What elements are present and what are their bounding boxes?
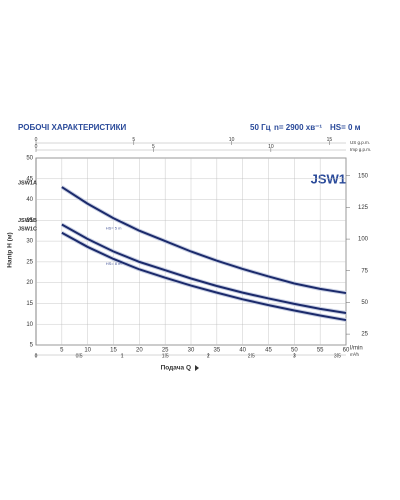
y2-tick-label: 25 (361, 332, 368, 338)
x-unit: l/min (350, 346, 363, 352)
y2-tick-label: 75 (361, 268, 368, 274)
subtitle: HS= 0 м (330, 123, 361, 132)
curve-halo (60, 185, 347, 296)
y-tick-label: 10 (26, 322, 33, 328)
tick-label: 1.5 (162, 353, 169, 359)
x-tick-label: 20 (136, 348, 143, 354)
tick-label: 2.5 (248, 353, 255, 359)
y-tick-label: 30 (26, 239, 33, 245)
curve (61, 186, 347, 295)
tick-label: 3.5 (334, 353, 341, 359)
y-tick-label: 50 (26, 156, 33, 162)
axis-unit: Imp g.p.m. (350, 147, 371, 152)
x-tick-label: 40 (239, 348, 246, 354)
y-tick-label: 35 (26, 218, 33, 224)
series-label: JSW1B (18, 218, 37, 224)
tick-label: 5 (132, 137, 135, 143)
x-tick-label: 30 (188, 348, 195, 354)
x-tick-label: 10 (84, 348, 91, 354)
y-axis-label: Напір H (м) (6, 232, 14, 267)
subtitle: n= 2900 хв⁻¹ (274, 123, 322, 132)
series-label: JSW1A (18, 181, 37, 187)
y-tick-label: 40 (26, 197, 33, 203)
curve (61, 231, 347, 322)
y-tick-label: 45 (26, 176, 33, 182)
chart-title: РОБОЧІ ХАРАКТЕРИСТИКИ (18, 123, 127, 132)
tick-label: 15 (327, 137, 333, 143)
x-tick-label: 35 (213, 348, 220, 354)
y2-tick-label: 100 (358, 237, 369, 243)
y2-tick-label: 150 (358, 173, 369, 179)
series-label: JSW1C (18, 226, 37, 232)
y-tick-label: 5 (30, 343, 34, 349)
tick-label: 0.5 (76, 353, 83, 359)
subtitle: 50 Гц (250, 123, 271, 132)
arrow (195, 365, 199, 371)
tick-label: 2 (207, 353, 210, 359)
tick-label: 3 (293, 353, 296, 359)
curve (61, 223, 347, 314)
tick-label: 0 (35, 353, 38, 359)
x-axis-label: Подача Q (161, 365, 191, 372)
y-tick-label: 25 (26, 259, 33, 265)
y-tick-label: 15 (26, 301, 33, 307)
x-tick-label: 55 (317, 348, 324, 354)
x-tick-label: 50 (291, 348, 298, 354)
axis-unit: US g.p.m. (350, 140, 370, 145)
y-tick-label: 20 (26, 280, 33, 286)
tick-label: 5 (152, 144, 155, 150)
annotation: HS= 5 m (106, 226, 122, 231)
tick-label: 10 (268, 144, 274, 150)
tick-label: 1 (121, 353, 124, 359)
x-tick-label: 15 (110, 348, 117, 354)
x-tick-label: 45 (265, 348, 272, 354)
annotation: HS= 8 m (106, 261, 122, 266)
x-tick-label: 60 (343, 348, 350, 354)
x-tick-label: 5 (60, 348, 64, 354)
y2-tick-label: 125 (358, 205, 369, 211)
tick-label: 0 (35, 137, 38, 143)
y2-tick-label: 50 (361, 300, 368, 306)
axis-unit: m³/h (350, 352, 359, 357)
tick-label: 0 (35, 144, 38, 150)
curve-halo (60, 222, 347, 315)
tick-label: 10 (229, 137, 235, 143)
x-tick-label: 25 (162, 348, 169, 354)
